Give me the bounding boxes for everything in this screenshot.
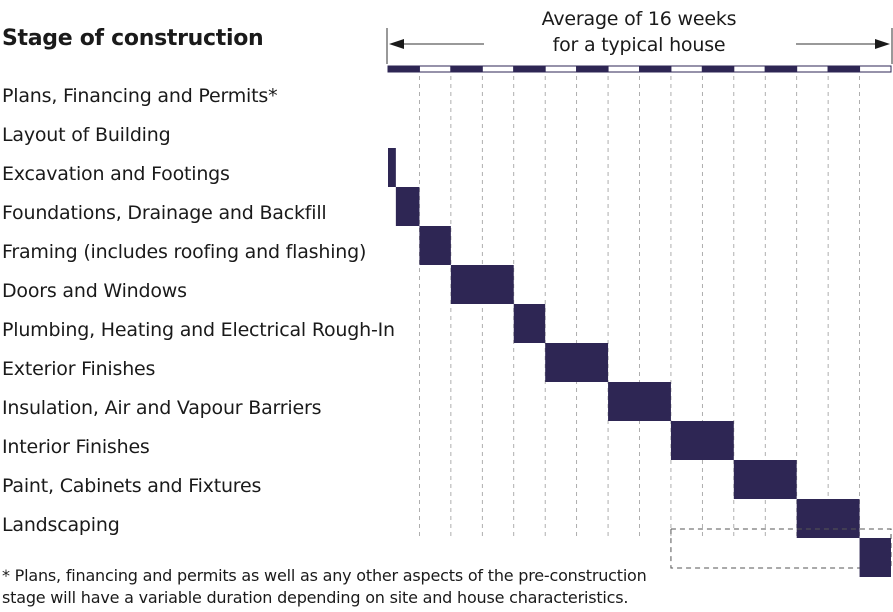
week-scale-segment — [418, 65, 452, 73]
week-scale-segment — [513, 65, 546, 73]
stage-bar — [859, 538, 891, 577]
stage-label: Plumbing, Heating and Electrical Rough-I… — [2, 319, 395, 341]
week-scale-segment — [670, 65, 703, 73]
duration-note-line-1: Average of 16 weeks — [541, 8, 737, 30]
variable-duration-range — [670, 528, 892, 569]
stage-bar — [608, 382, 671, 421]
stage-bar — [419, 226, 451, 265]
stage-label: Layout of Building — [2, 124, 171, 146]
duration-arrow-left-head — [389, 39, 404, 49]
week-scale-segment — [764, 65, 798, 73]
week-scale-segment — [387, 65, 420, 73]
week-scale-segment — [481, 65, 515, 73]
stage-bar — [670, 421, 734, 460]
duration-arrow-right-head — [875, 39, 890, 49]
week-scale-segment — [827, 65, 861, 73]
stage-label: Insulation, Air and Vapour Barriers — [2, 397, 322, 419]
week-scale-segment — [733, 65, 766, 73]
stage-bar — [733, 460, 797, 499]
stage-label: Plans, Financing and Permits* — [2, 85, 278, 107]
stage-bar — [395, 187, 420, 226]
stage-label: Excavation and Footings — [2, 163, 230, 185]
duration-note: Average of 16 weeks for a typical house — [486, 6, 792, 58]
stage-label: Landscaping — [2, 514, 120, 536]
week-scale-segment — [639, 65, 672, 73]
footnote: * Plans, financing and permits as well a… — [2, 565, 647, 609]
stage-bar — [796, 499, 860, 538]
stage-label: Doors and Windows — [2, 280, 187, 302]
stage-bar — [388, 148, 396, 187]
stage-label: Exterior Finishes — [2, 358, 156, 380]
stage-bar — [513, 304, 546, 343]
stage-label: Paint, Cabinets and Fixtures — [2, 475, 262, 497]
footnote-line-1: * Plans, financing and permits as well a… — [2, 566, 647, 585]
week-scale-segment — [544, 65, 578, 73]
stage-label: Interior Finishes — [2, 436, 150, 458]
week-scale-segment — [796, 65, 829, 73]
duration-note-line-2: for a typical house — [552, 34, 726, 56]
week-scale-segment — [859, 65, 892, 73]
stage-bar — [545, 343, 609, 382]
stage-label: Foundations, Drainage and Backfill — [2, 202, 327, 224]
week-scale-segment — [607, 65, 640, 73]
week-scale-segment — [576, 65, 609, 73]
stage-label: Framing (includes roofing and flashing) — [2, 241, 367, 263]
stage-bar — [450, 265, 514, 304]
week-scale-segment — [701, 65, 735, 73]
footnote-line-2: stage will have a variable duration depe… — [2, 588, 629, 607]
chart-title: Stage of construction — [2, 26, 264, 51]
week-scale-segment — [450, 65, 483, 73]
